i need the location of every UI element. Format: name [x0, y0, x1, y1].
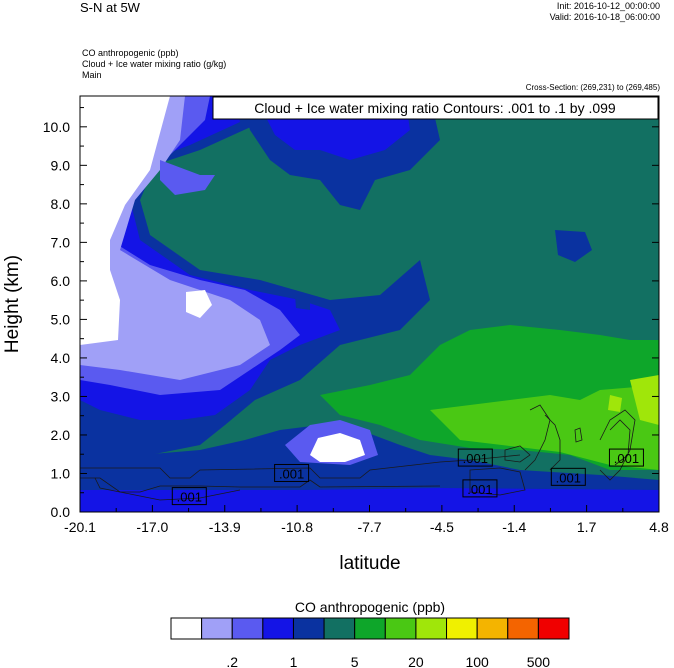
contour-label-box — [550, 467, 586, 486]
contour-label: .001 — [467, 482, 492, 497]
contour-label: .001 — [279, 466, 304, 481]
colorbar-tick-label: 500 — [527, 654, 551, 668]
colorbar-swatch — [446, 617, 478, 640]
contour-label: .001 — [556, 470, 581, 485]
time-info: Init: 2016-10-12_00:00:00 Valid: 2016-10… — [550, 1, 660, 23]
colorbar-swatch — [415, 617, 448, 640]
valid-time: Valid: 2016-10-18_06:00:00 — [549, 12, 660, 22]
colorbar-tick-label: 5 — [351, 654, 359, 668]
colorbar-tick-label: 1 — [290, 654, 298, 668]
x-tick-label: -7.7 — [357, 519, 381, 535]
colorbar-ticks: .2 1 5 20 100 500 — [226, 654, 550, 668]
contour-label: .001 — [177, 490, 202, 505]
y-tick-label: 6.0 — [51, 273, 71, 289]
colorbar-swatch — [323, 617, 356, 640]
chart-title: Cloud + Ice water mixing ratio Contours:… — [254, 100, 616, 116]
colorbar-swatch — [507, 617, 539, 640]
x-axis-label: latitude — [339, 553, 400, 574]
x-tick-label: -13.9 — [209, 519, 241, 535]
cloud-contours — [80, 404, 636, 501]
x-tick-label: -4.5 — [430, 519, 454, 535]
y-tick-label: 8.0 — [51, 196, 71, 212]
contour-label: .001 — [463, 451, 488, 466]
colorbar-tick-label: 20 — [408, 654, 424, 668]
contour-label: .001 — [614, 451, 639, 466]
colorbar-tick-label: .2 — [226, 654, 238, 668]
cross-section-label: Cross-Section: (269,231) to (269,485) — [525, 83, 660, 92]
x-tick-label: -17.0 — [136, 519, 168, 535]
colorbar — [170, 617, 570, 640]
contour-label-box — [274, 463, 310, 482]
x-tick-label: 1.7 — [577, 519, 597, 535]
field-list: CO anthropogenic (ppb) Cloud + Ice water… — [82, 48, 226, 81]
colorbar-swatch — [384, 617, 417, 640]
field-domain: Main — [82, 70, 102, 80]
y-tick-label: 7.0 — [51, 234, 71, 250]
field-shading — [80, 96, 659, 512]
y-tick-label: 5.0 — [51, 311, 71, 327]
colorbar-swatch — [201, 617, 233, 640]
field-cloud: Cloud + Ice water mixing ratio (g/kg) — [82, 59, 227, 69]
y-tick-label: 2.0 — [51, 427, 71, 443]
colorbar-swatch — [476, 617, 509, 640]
y-axis: 0.0 1.0 2.0 3.0 4.0 5.0 6.0 7.0 8.0 9.0 10.0 — [43, 107, 659, 520]
y-tick-label: 10.0 — [43, 119, 70, 135]
y-tick-label: 0.0 — [51, 504, 71, 520]
contour-label-box — [457, 448, 493, 467]
x-tick-label: -20.1 — [64, 519, 96, 535]
contour-label-box — [462, 479, 498, 498]
x-tick-label: -1.4 — [502, 519, 526, 535]
plot-title: S-N at 5W — [80, 0, 140, 15]
colorbar-swatch — [170, 617, 203, 640]
colorbar-swatch — [262, 617, 294, 640]
colorbar-label: CO anthropogenic (ppb) — [295, 599, 445, 615]
contour-label-group: .001 .001 .001 .001 .001 .001 — [171, 448, 644, 506]
field-co: CO anthropogenic (ppb) — [82, 48, 179, 58]
init-time: Init: 2016-10-12_00:00:00 — [556, 1, 660, 11]
colorbar-swatch — [292, 617, 325, 640]
y-tick-label: 3.0 — [51, 388, 71, 404]
colorbar-swatch — [231, 617, 264, 640]
y-tick-label: 4.0 — [51, 350, 71, 366]
y-tick-label: 9.0 — [51, 157, 71, 173]
colorbar-tick-label: 100 — [465, 654, 489, 668]
colorbar-swatch — [354, 617, 386, 640]
contour-label-box — [171, 487, 207, 506]
x-axis: -20.1 -17.0 -13.9 -10.8 -7.7 -4.5 -1.4 1.7 4.8 — [64, 505, 669, 535]
y-tick-label: 1.0 — [51, 465, 71, 481]
contour-info-box — [212, 96, 659, 120]
contour-label-box — [608, 448, 644, 467]
y-axis-label: Height (km) — [2, 255, 23, 353]
x-tick-label: -10.8 — [281, 519, 313, 535]
colorbar-swatch — [537, 617, 570, 640]
x-tick-label: 4.8 — [649, 519, 669, 535]
